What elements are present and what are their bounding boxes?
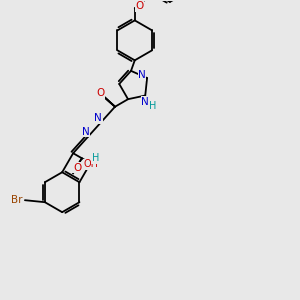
Text: OH: OH bbox=[83, 159, 98, 169]
Text: H: H bbox=[92, 153, 99, 163]
Text: N: N bbox=[82, 127, 90, 137]
Text: Br: Br bbox=[11, 195, 23, 205]
Text: H: H bbox=[148, 100, 156, 110]
Text: O: O bbox=[136, 1, 144, 11]
Text: N: N bbox=[141, 97, 149, 106]
Text: N: N bbox=[94, 113, 102, 123]
Text: O: O bbox=[96, 88, 104, 98]
Text: N: N bbox=[138, 70, 146, 80]
Text: O: O bbox=[73, 163, 81, 172]
